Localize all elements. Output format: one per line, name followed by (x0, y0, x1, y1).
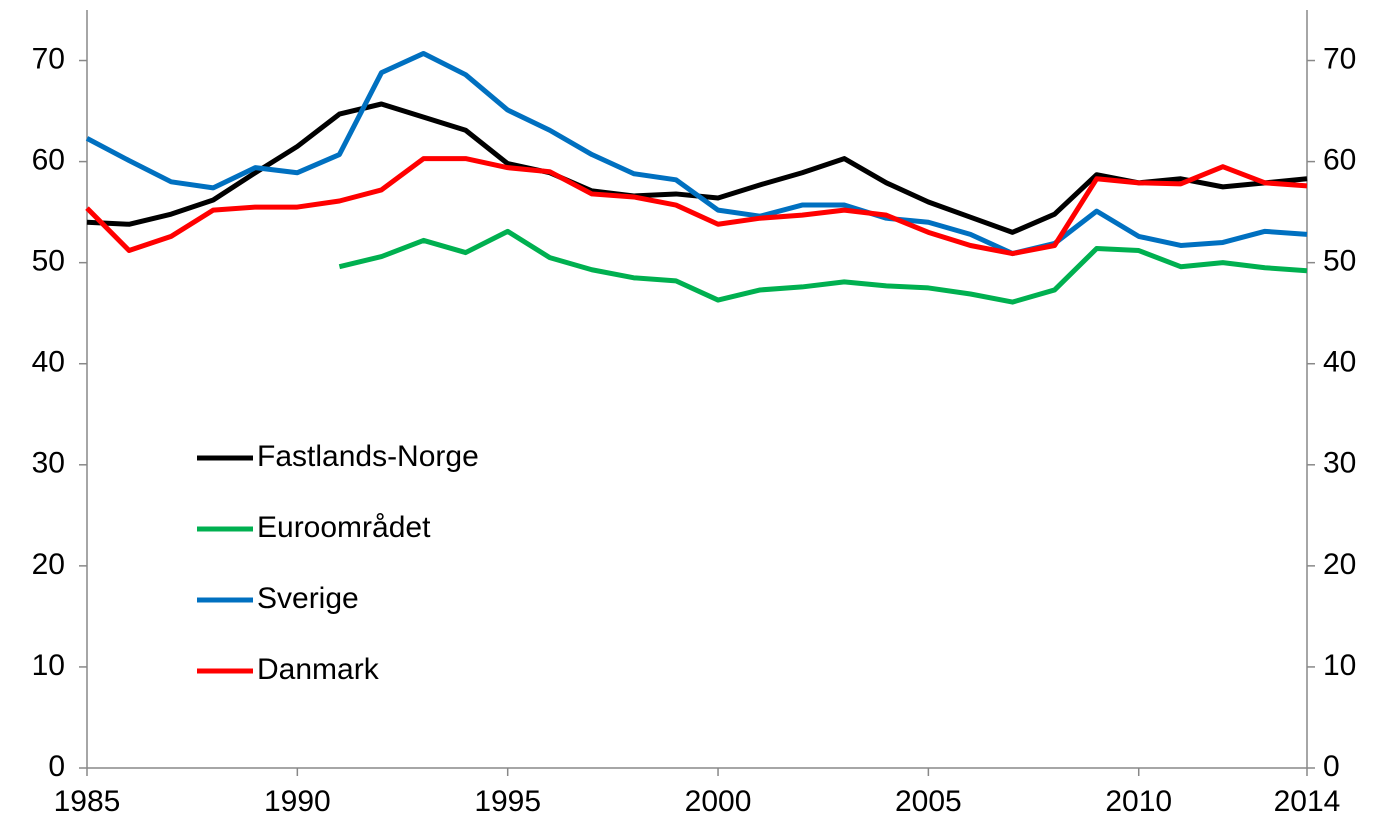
y-tick-label: 50 (32, 245, 65, 278)
y-tick-label: 70 (32, 42, 65, 75)
y-tick-label: 60 (32, 144, 65, 177)
y-tick-label: 0 (48, 750, 65, 783)
x-tick-label: 2014 (1274, 785, 1341, 818)
line-series (85, 50, 1308, 257)
legend-label: Euroområdet (257, 511, 431, 544)
legend-label: Danmark (257, 653, 380, 686)
legend-label: Sverige (257, 582, 359, 615)
y-tick-label: 40 (32, 346, 65, 379)
line-series (338, 228, 1308, 305)
x-tick-label: 2010 (1105, 785, 1172, 818)
y2-tick-label: 60 (1323, 144, 1356, 177)
y2-tick-label: 70 (1323, 42, 1356, 75)
x-tick-label: 2005 (895, 785, 962, 818)
y2-tick-label: 0 (1323, 750, 1340, 783)
y2-tick-label: 30 (1323, 447, 1356, 480)
y2-tick-label: 50 (1323, 245, 1356, 278)
y2-tick-label: 10 (1323, 649, 1356, 682)
x-tick-label: 1995 (474, 785, 541, 818)
x-tick-label: 2000 (685, 785, 752, 818)
legend-label: Fastlands-Norge (257, 440, 479, 473)
y2-tick-label: 20 (1323, 548, 1356, 581)
line-series (85, 156, 1308, 257)
x-tick-label: 1990 (264, 785, 331, 818)
y-tick-label: 30 (32, 447, 65, 480)
y-tick-label: 10 (32, 649, 65, 682)
x-tick-label: 1985 (54, 785, 121, 818)
y-tick-label: 20 (32, 548, 65, 581)
y2-tick-label: 40 (1323, 346, 1356, 379)
